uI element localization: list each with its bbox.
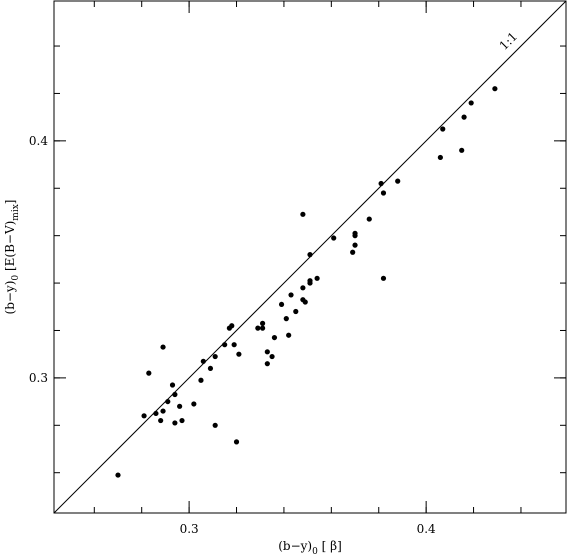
data-point bbox=[271, 334, 278, 341]
x-axis-label-suffix: [ β] bbox=[318, 539, 342, 553]
data-point bbox=[331, 235, 337, 241]
data-point bbox=[492, 86, 498, 92]
data-point bbox=[302, 299, 308, 305]
data-point bbox=[212, 422, 218, 428]
y-axis-label-suffix-subscript: mix bbox=[11, 204, 21, 221]
data-point bbox=[160, 408, 166, 414]
data-point bbox=[395, 178, 401, 184]
data-point bbox=[191, 401, 197, 407]
data-point bbox=[307, 278, 313, 284]
plot-frame bbox=[53, 0, 567, 514]
data-point bbox=[278, 301, 285, 308]
data-point bbox=[160, 344, 166, 350]
data-point bbox=[200, 358, 206, 364]
data-point bbox=[179, 417, 185, 424]
x-tick-label: 0.4 bbox=[417, 522, 436, 536]
data-point bbox=[233, 439, 240, 445]
data-point bbox=[461, 114, 467, 120]
y-tick-label: 0.3 bbox=[29, 371, 48, 385]
data-point bbox=[380, 190, 387, 196]
y-tick-label: 0.4 bbox=[29, 134, 48, 148]
data-point bbox=[169, 382, 176, 388]
data-point bbox=[207, 365, 214, 372]
data-point bbox=[307, 252, 313, 258]
data-point bbox=[146, 370, 152, 376]
data-point bbox=[286, 332, 292, 338]
data-point bbox=[380, 275, 387, 281]
data-point bbox=[366, 216, 372, 222]
major-ticks bbox=[54, 1, 566, 513]
data-point bbox=[300, 285, 306, 291]
y-axis-label-subscript: 0 bbox=[11, 275, 21, 281]
tick-labels: 0.3 0.4 0.3 0.4 bbox=[29, 134, 436, 536]
y-axis-label-suffix-end: ] bbox=[3, 200, 17, 205]
data-point bbox=[255, 325, 261, 331]
data-point bbox=[172, 391, 178, 398]
data-point bbox=[158, 417, 164, 424]
data-point bbox=[153, 410, 159, 417]
data-point bbox=[264, 361, 270, 367]
data-point bbox=[198, 377, 204, 383]
minor-ticks bbox=[54, 1, 566, 513]
data-point bbox=[269, 353, 275, 360]
data-point bbox=[231, 342, 237, 348]
data-point bbox=[300, 211, 306, 217]
data-point bbox=[259, 320, 266, 326]
data-point bbox=[283, 316, 289, 322]
data-point bbox=[172, 420, 178, 426]
data-points bbox=[115, 86, 498, 478]
data-point bbox=[440, 126, 446, 132]
x-axis-label: (b−y)0 [ β] bbox=[278, 539, 342, 557]
data-point bbox=[314, 275, 320, 281]
data-point bbox=[115, 472, 121, 478]
data-point bbox=[378, 180, 384, 187]
data-point bbox=[293, 308, 299, 315]
one-to-one-label: 1:1 bbox=[497, 29, 521, 53]
data-point bbox=[212, 353, 218, 360]
data-point bbox=[352, 242, 358, 248]
data-point bbox=[165, 398, 171, 405]
data-point bbox=[350, 249, 356, 255]
data-point bbox=[352, 230, 358, 236]
data-point bbox=[459, 147, 465, 153]
data-point bbox=[177, 403, 183, 409]
y-axis-label-suffix: [E(B−V) bbox=[3, 221, 17, 275]
data-point bbox=[222, 342, 228, 348]
data-point bbox=[288, 292, 294, 298]
data-point bbox=[437, 154, 443, 161]
data-point bbox=[141, 413, 147, 419]
data-point bbox=[236, 351, 242, 357]
data-point bbox=[259, 325, 266, 331]
data-point bbox=[468, 100, 474, 106]
x-axis-label-main: (b−y) bbox=[278, 539, 312, 553]
data-point bbox=[264, 349, 270, 355]
y-axis-label-main: (b−y) bbox=[3, 281, 17, 315]
x-tick-label: 0.3 bbox=[180, 522, 199, 536]
y-axis-label: (b−y)0 [E(B−V)mix] bbox=[3, 200, 21, 315]
x-axis-label-subscript: 0 bbox=[312, 547, 318, 557]
data-point bbox=[229, 323, 235, 329]
